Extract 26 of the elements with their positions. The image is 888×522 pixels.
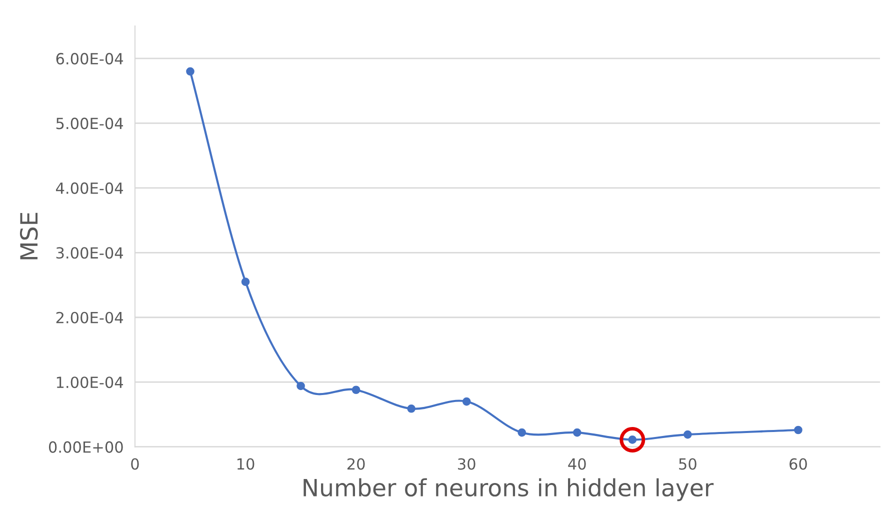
x-tick-label: 50 — [679, 458, 696, 470]
y-axis-title: MSE — [20, 212, 38, 260]
point — [572, 428, 582, 437]
y-tick-label: 5.00E-04 — [56, 118, 124, 130]
x-axis-title: Number of neurons in hidden layer — [304, 478, 714, 502]
point — [518, 428, 526, 437]
y-tick-label: 6.00E-04 — [56, 52, 124, 64]
point — [296, 382, 305, 390]
point — [794, 426, 802, 434]
x-tick-label: 10 — [237, 458, 254, 470]
point — [407, 404, 416, 413]
point — [186, 67, 194, 76]
x-tick-label: 60 — [790, 458, 807, 470]
x-tick-label: 0 — [131, 458, 139, 470]
x-tick-label: 20 — [347, 458, 365, 470]
x-tick-label: 40 — [568, 458, 586, 470]
y-tick-label: 3.00E-04 — [56, 247, 124, 259]
point — [462, 397, 471, 406]
y-tick-label: 0.00E+00 — [48, 441, 123, 453]
point — [352, 386, 360, 394]
y-tick-label: 1.00E-04 — [56, 376, 124, 388]
y-tick-label: 4.00E-04 — [56, 182, 124, 194]
x-tick-label: 30 — [458, 458, 476, 470]
point — [241, 278, 250, 286]
y-tick-label: 2.00E-04 — [56, 312, 124, 324]
point — [684, 430, 692, 439]
